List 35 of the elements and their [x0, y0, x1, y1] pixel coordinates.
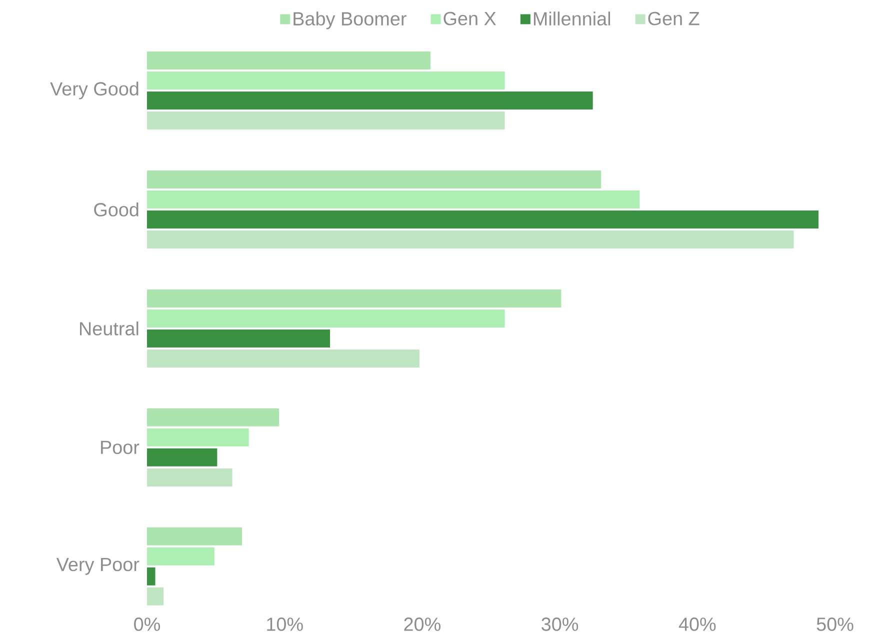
x-tick-label: 30%	[542, 618, 578, 631]
bar	[147, 547, 214, 566]
bar	[147, 468, 232, 486]
bar	[147, 309, 505, 328]
legend-label: Gen X	[444, 12, 496, 26]
legend-label: Baby Boomer	[294, 12, 406, 30]
bar	[147, 527, 242, 546]
bar	[147, 210, 818, 228]
bar	[147, 408, 280, 426]
x-tick-label: 10%	[267, 618, 303, 631]
x-tick-label: 40%	[678, 618, 716, 631]
bar	[147, 448, 218, 466]
y-tick-label: Good	[94, 202, 138, 216]
x-tick-label: 20%	[404, 618, 440, 631]
bar	[147, 349, 420, 368]
bar	[147, 51, 430, 70]
bar	[147, 428, 249, 446]
bar	[147, 567, 156, 586]
bar	[147, 190, 640, 208]
bar	[147, 111, 505, 130]
y-tick-label: Very Good	[50, 82, 138, 100]
bar	[147, 230, 794, 248]
x-tick-label: 0%	[134, 618, 160, 631]
bar	[147, 289, 562, 308]
bar	[147, 329, 330, 348]
bar	[147, 91, 593, 110]
bar	[147, 71, 505, 90]
legend-label: Millennial	[534, 12, 610, 26]
y-tick-label: Poor	[101, 440, 140, 454]
bar	[147, 587, 164, 606]
x-tick-label: 50%	[816, 618, 854, 631]
y-tick-label: Neutral	[80, 322, 138, 336]
legend-label: Gen Z	[648, 12, 700, 26]
bar	[147, 170, 602, 188]
y-tick-label: Very Poor	[56, 558, 140, 575]
